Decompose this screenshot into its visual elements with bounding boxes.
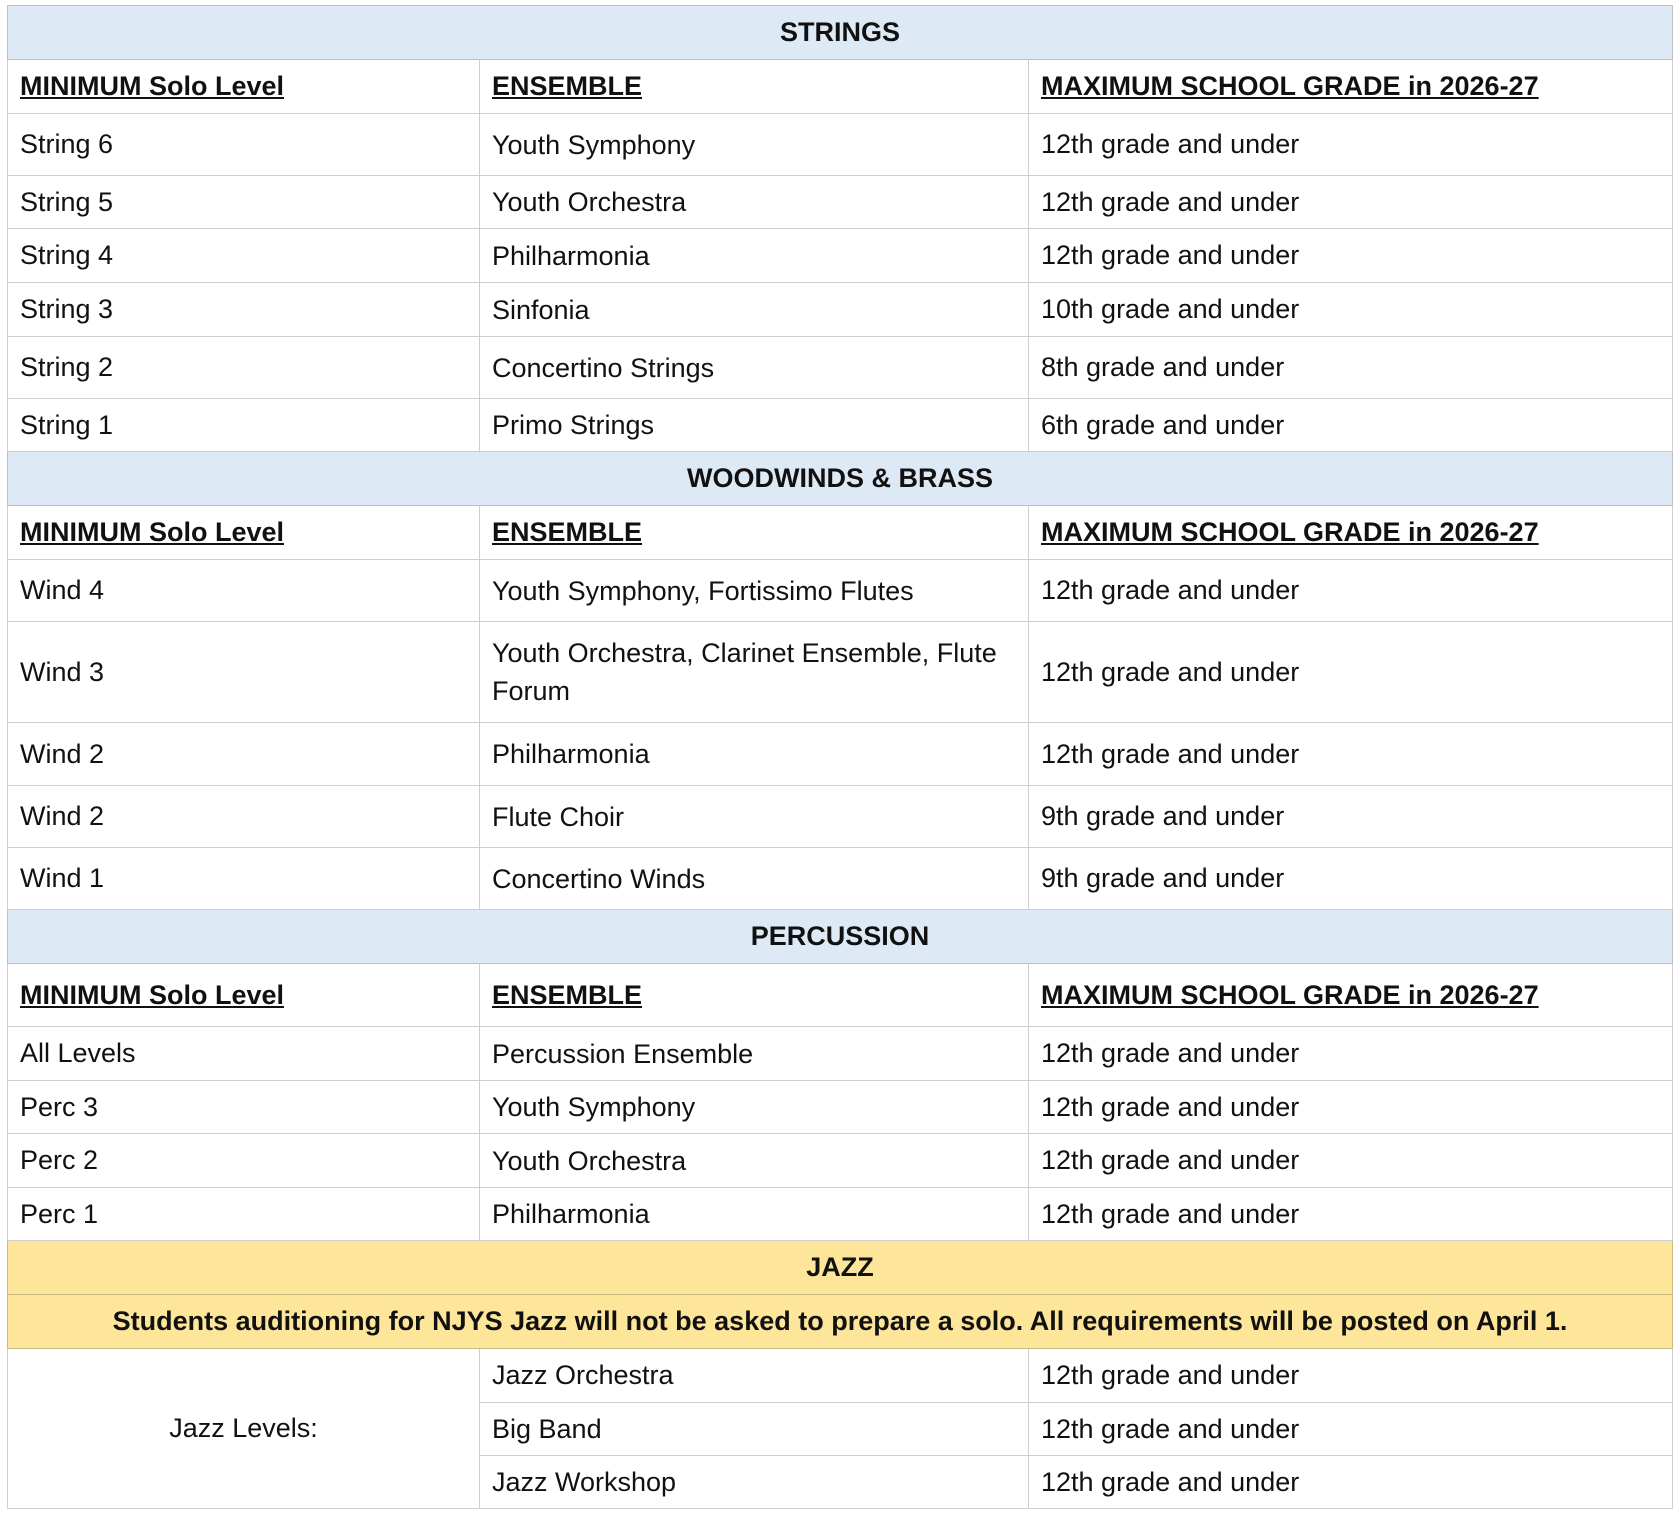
max-grade-cell: 12th grade and under — [1027, 722, 1674, 786]
max-grade-header: MAXIMUM SCHOOL GRADE in 2026-27 — [1027, 59, 1674, 114]
solo-level-cell: Wind 2 — [7, 785, 480, 848]
max-grade-cell: 8th grade and under — [1027, 336, 1674, 399]
max-grade-cell: 12th grade and under — [1027, 559, 1674, 622]
ensemble-cell: Youth Orchestra, Clarinet Ensemble, Flut… — [479, 621, 1029, 723]
ensemble-cell: Youth Orchestra — [479, 175, 1029, 229]
table-row: Jazz Workshop 12th grade and under — [8, 1455, 1674, 1509]
ensemble-cell: Primo Strings — [479, 398, 1029, 452]
min-solo-level-header: MINIMUM Solo Level — [7, 505, 480, 560]
table-row: String 5 Youth Orchestra 12th grade and un… — [7, 175, 1674, 229]
table-row: String 6 Youth Symphony 12th grade and und… — [7, 113, 1674, 176]
max-grade-header: MAXIMUM SCHOOL GRADE in 2026-27 — [1027, 505, 1674, 560]
solo-level-cell: Wind 3 — [7, 621, 480, 723]
ensemble-cell: Jazz Orchestra — [479, 1348, 1029, 1403]
table-row: All Levels Percussion Ensemble 12th grade … — [7, 1026, 1674, 1081]
ensemble-cell: Youth Orchestra — [479, 1133, 1029, 1188]
ensemble-cell: Flute Choir — [479, 785, 1029, 848]
column-header-row: MINIMUM Solo Level ENSEMBLE MAXIMUM SCHOOL… — [7, 505, 1674, 560]
table-row: Jazz Levels: Jazz Orchestra 12th grade and… — [7, 1348, 1674, 1509]
solo-level-cell: Wind 1 — [7, 847, 480, 910]
max-grade-cell: 12th grade and under — [1027, 1402, 1674, 1456]
section-title: JAZZ — [6, 1240, 1674, 1295]
table-row: Perc 1 Philharmonia 12th grade and under — [7, 1187, 1674, 1241]
jazz-section-header: JAZZ — [6, 1240, 1674, 1295]
max-grade-cell: 12th grade and under — [1027, 1133, 1674, 1188]
min-solo-level-header: MINIMUM Solo Level — [7, 59, 480, 114]
ensemble-cell: Philharmonia — [479, 228, 1029, 283]
section-title: WOODWINDS & BRASS — [6, 451, 1674, 506]
solo-level-cell: Perc 2 — [7, 1133, 480, 1188]
max-grade-cell: 12th grade and under — [1027, 1080, 1674, 1134]
max-grade-cell: 9th grade and under — [1027, 785, 1674, 848]
ensemble-cell: Big Band — [479, 1402, 1029, 1456]
table-row: Perc 3 Youth Symphony 12th grade and under — [7, 1080, 1674, 1134]
section-header: WOODWINDS & BRASS — [6, 451, 1674, 506]
ensemble-header: ENSEMBLE — [479, 505, 1029, 560]
table-row: Wind 4 Youth Symphony, Fortissimo Flutes 1… — [7, 559, 1674, 622]
ensemble-cell: Youth Symphony — [479, 113, 1029, 176]
solo-level-cell: String 2 — [7, 336, 480, 399]
ensemble-cell: Concertino Strings — [479, 336, 1029, 399]
table-row: Wind 1 Concertino Winds 9th grade and unde… — [7, 847, 1674, 910]
max-grade-cell: 6th grade and under — [1027, 398, 1674, 452]
table-row: String 4 Philharmonia 12th grade and under — [7, 228, 1674, 283]
jazz-note: Students auditioning for NJYS Jazz will … — [6, 1294, 1674, 1349]
min-solo-level-header: MINIMUM Solo Level — [7, 963, 480, 1027]
ensemble-cell: Percussion Ensemble — [479, 1026, 1029, 1081]
solo-level-cell: String 3 — [7, 282, 480, 337]
solo-level-cell: String 6 — [7, 113, 480, 176]
max-grade-cell: 12th grade and under — [1027, 1026, 1674, 1081]
ensemble-cell: Jazz Workshop — [479, 1455, 1029, 1509]
max-grade-cell: 12th grade and under — [1027, 228, 1674, 283]
ensemble-cell: Youth Symphony — [479, 1080, 1029, 1134]
ensemble-cell: Philharmonia — [479, 1187, 1029, 1241]
table-row: Big Band 12th grade and under — [8, 1402, 1674, 1456]
max-grade-cell: 12th grade and under — [1027, 113, 1674, 176]
max-grade-cell: 12th grade and under — [1027, 621, 1674, 723]
ensemble-cell: Sinfonia — [479, 282, 1029, 337]
section-header: PERCUSSION — [6, 909, 1674, 964]
ensemble-header: ENSEMBLE — [479, 963, 1029, 1027]
max-grade-cell: 10th grade and under — [1027, 282, 1674, 337]
table-row: Wind 3 Youth Orchestra, Clarinet Ensemble… — [7, 621, 1674, 723]
ensemble-cell: Concertino Winds — [479, 847, 1029, 910]
ensemble-cell: Youth Symphony, Fortissimo Flutes — [479, 559, 1029, 622]
solo-level-cell: Perc 3 — [7, 1080, 480, 1134]
column-header-row: MINIMUM Solo Level ENSEMBLE MAXIMUM SCHOOL… — [7, 59, 1674, 114]
ensemble-placement-table: STRINGS MINIMUM Solo Level ENSEMBLE MAXIMUM… — [6, 5, 1674, 1509]
solo-level-cell: Wind 2 — [7, 722, 480, 786]
section-title: STRINGS — [6, 5, 1674, 60]
table-row: Wind 2 Philharmonia 12th grade and under — [7, 722, 1674, 786]
max-grade-cell: 12th grade and under — [1027, 175, 1674, 229]
max-grade-header: MAXIMUM SCHOOL GRADE in 2026-27 — [1027, 963, 1674, 1027]
table-row: String 1 Primo Strings 6th grade and under — [7, 398, 1674, 452]
max-grade-cell: 12th grade and under — [1027, 1455, 1674, 1509]
ensemble-header: ENSEMBLE — [479, 59, 1029, 114]
table-row: Perc 2 Youth Orchestra 12th grade and unde… — [7, 1133, 1674, 1188]
max-grade-cell: 12th grade and under — [1027, 1348, 1674, 1403]
solo-level-cell: Wind 4 — [7, 559, 480, 622]
section-title: PERCUSSION — [6, 909, 1674, 964]
max-grade-cell: 9th grade and under — [1027, 847, 1674, 910]
solo-level-cell: String 5 — [7, 175, 480, 229]
solo-level-cell: String 1 — [7, 398, 480, 452]
jazz-levels-label: Jazz Levels: — [7, 1348, 480, 1509]
table-row: String 3 Sinfonia 10th grade and under — [7, 282, 1674, 337]
section-header: STRINGS — [6, 5, 1674, 60]
table-row: Wind 2 Flute Choir 9th grade and under — [7, 785, 1674, 848]
column-header-row: MINIMUM Solo Level ENSEMBLE MAXIMUM SCHOOL… — [7, 963, 1674, 1027]
ensemble-cell: Philharmonia — [479, 722, 1029, 786]
solo-level-cell: String 4 — [7, 228, 480, 283]
solo-level-cell: Perc 1 — [7, 1187, 480, 1241]
solo-level-cell: All Levels — [7, 1026, 480, 1081]
max-grade-cell: 12th grade and under — [1027, 1187, 1674, 1241]
jazz-note-row: Students auditioning for NJYS Jazz will … — [6, 1294, 1674, 1349]
table-row: String 2 Concertino Strings 8th grade and … — [7, 336, 1674, 399]
